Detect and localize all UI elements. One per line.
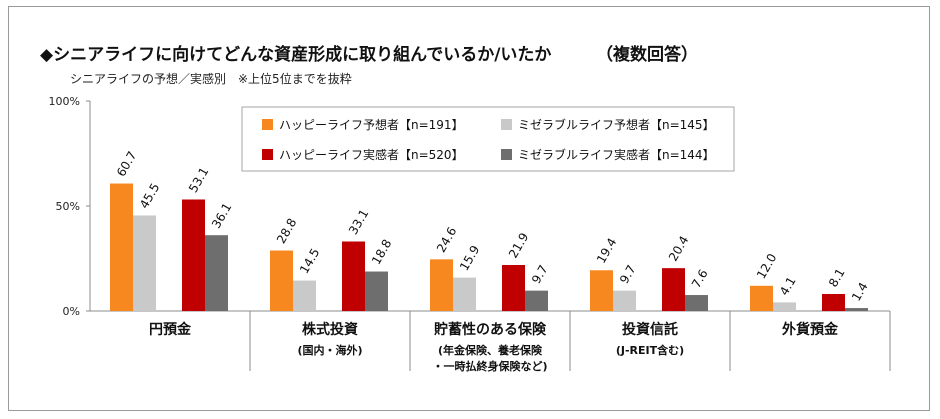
x-category-note: (年金保険、養老保険: [438, 343, 543, 357]
bar: [133, 215, 156, 311]
bar: [430, 259, 453, 311]
data-label: 21.9: [506, 230, 531, 260]
legend-swatch: [501, 149, 512, 160]
x-category-note: ・一時払終身保険など): [432, 359, 547, 373]
chart-title: ◆シニアライフに向けてどんな資産形成に取り組んでいるか/いたか: [40, 45, 552, 65]
chart-bars: [110, 183, 868, 311]
bar: [110, 183, 133, 311]
bar: [205, 235, 228, 311]
data-label: 53.1: [186, 165, 211, 195]
x-category-label: 円預金: [149, 321, 192, 338]
bar: [773, 302, 796, 311]
x-category-label: 貯蓄性のある保険: [434, 321, 547, 338]
data-label: 12.0: [754, 251, 779, 281]
y-tick-label: 100%: [49, 95, 80, 108]
legend-swatch: [262, 119, 273, 130]
y-tick-label: 50%: [56, 200, 80, 213]
bar: [685, 295, 708, 311]
data-label: 4.1: [777, 274, 799, 298]
x-category-label: 外貨預金: [782, 321, 839, 338]
legend-label: ミゼラブルライフ予想者【n=145】: [518, 117, 715, 132]
legend-label: ハッピーライフ実感者【n=520】: [279, 147, 464, 162]
legend-box: [241, 106, 735, 172]
bar: [365, 271, 388, 311]
data-label: 45.5: [137, 181, 162, 211]
x-category-label: 株式投資: [302, 321, 358, 338]
multiple-answer-note: （複数回答）: [596, 45, 698, 65]
bar: [662, 268, 685, 311]
data-label: 36.1: [209, 201, 234, 231]
x-category-label: 投資信託: [622, 321, 678, 338]
data-label: 20.4: [666, 234, 691, 264]
bar: [453, 277, 476, 311]
chart-frame: [8, 6, 930, 411]
bar: [590, 270, 613, 311]
bar: [525, 290, 548, 311]
data-label: 8.1: [826, 266, 848, 290]
legend-label: ハッピーライフ予想者【n=191】: [279, 117, 464, 132]
chart-subtitle: シニアライフの予想／実感別 ※上位5位までを抜粋: [70, 72, 352, 86]
data-label: 1.4: [849, 280, 871, 304]
bar: [293, 280, 316, 311]
x-category-note: (国内・海外): [297, 343, 362, 357]
legend-swatch: [262, 149, 273, 160]
bar: [822, 293, 845, 311]
bar: [613, 290, 636, 311]
data-label: 18.8: [369, 237, 394, 267]
data-label: 15.9: [457, 243, 482, 273]
x-category-note: (J-REIT含む): [616, 343, 684, 357]
y-tick-label: 0%: [63, 305, 80, 318]
data-label: 60.7: [114, 149, 139, 179]
data-label: 19.4: [594, 236, 619, 266]
data-label: 14.5: [297, 246, 322, 276]
bar: [270, 250, 293, 311]
data-label: 9.7: [529, 263, 551, 287]
bar: [182, 199, 205, 311]
bar: [750, 285, 773, 311]
data-label: 7.6: [689, 267, 711, 291]
bar: [342, 241, 365, 311]
data-label: 24.6: [434, 225, 459, 255]
data-label: 9.7: [617, 263, 639, 287]
bar: [845, 308, 868, 311]
data-label: 28.8: [274, 216, 299, 246]
legend-swatch: [501, 119, 512, 130]
data-label: 33.1: [346, 207, 371, 237]
bar: [502, 265, 525, 311]
legend-label: ミゼラブルライフ実感者【n=144】: [518, 147, 715, 162]
chart-legend: ハッピーライフ予想者【n=191】 ミゼラブルライフ予想者【n=145】ハッピーラ…: [241, 106, 735, 172]
